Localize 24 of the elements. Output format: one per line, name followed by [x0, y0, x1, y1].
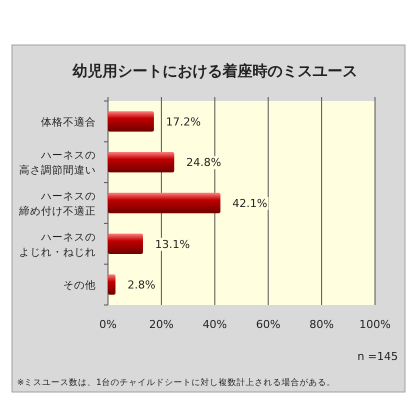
chart-title: 幼児用シートにおける着座時のミスユース — [72, 62, 358, 80]
x-tick-label: 20% — [149, 318, 174, 331]
y-tick-label: その他 — [63, 280, 96, 292]
x-tick-label: 100% — [359, 318, 391, 331]
text: ※ミスユース数は、1台のチャイルドシートに対し複数計上される場合がある。 — [17, 377, 336, 388]
y-tick-label: 体格不適合 — [41, 115, 96, 128]
bar — [108, 152, 174, 172]
bar — [108, 192, 220, 214]
data-label: 17.2% — [166, 115, 201, 128]
y-tick-label: ハーネスの高さ調節間違い — [19, 150, 96, 177]
data-label: 24.8% — [186, 156, 222, 170]
y-tick-label: ハーネスのよじれ・ねじれ — [19, 231, 96, 258]
x-tick-label: 40% — [202, 318, 228, 331]
bar — [108, 274, 116, 295]
data-label: 42.1% — [232, 197, 268, 210]
x-tick-label: 60% — [256, 318, 280, 331]
bar — [108, 111, 154, 132]
bar — [108, 234, 143, 254]
text: n =145 — [357, 350, 398, 363]
data-label: 13.1% — [154, 238, 190, 251]
data-label: 2.8% — [127, 278, 156, 292]
y-tick-label: ハーネスの締め付け不適正 — [18, 190, 96, 218]
x-tick-label: 80% — [309, 318, 334, 331]
x-tick-label: 0% — [99, 318, 117, 331]
